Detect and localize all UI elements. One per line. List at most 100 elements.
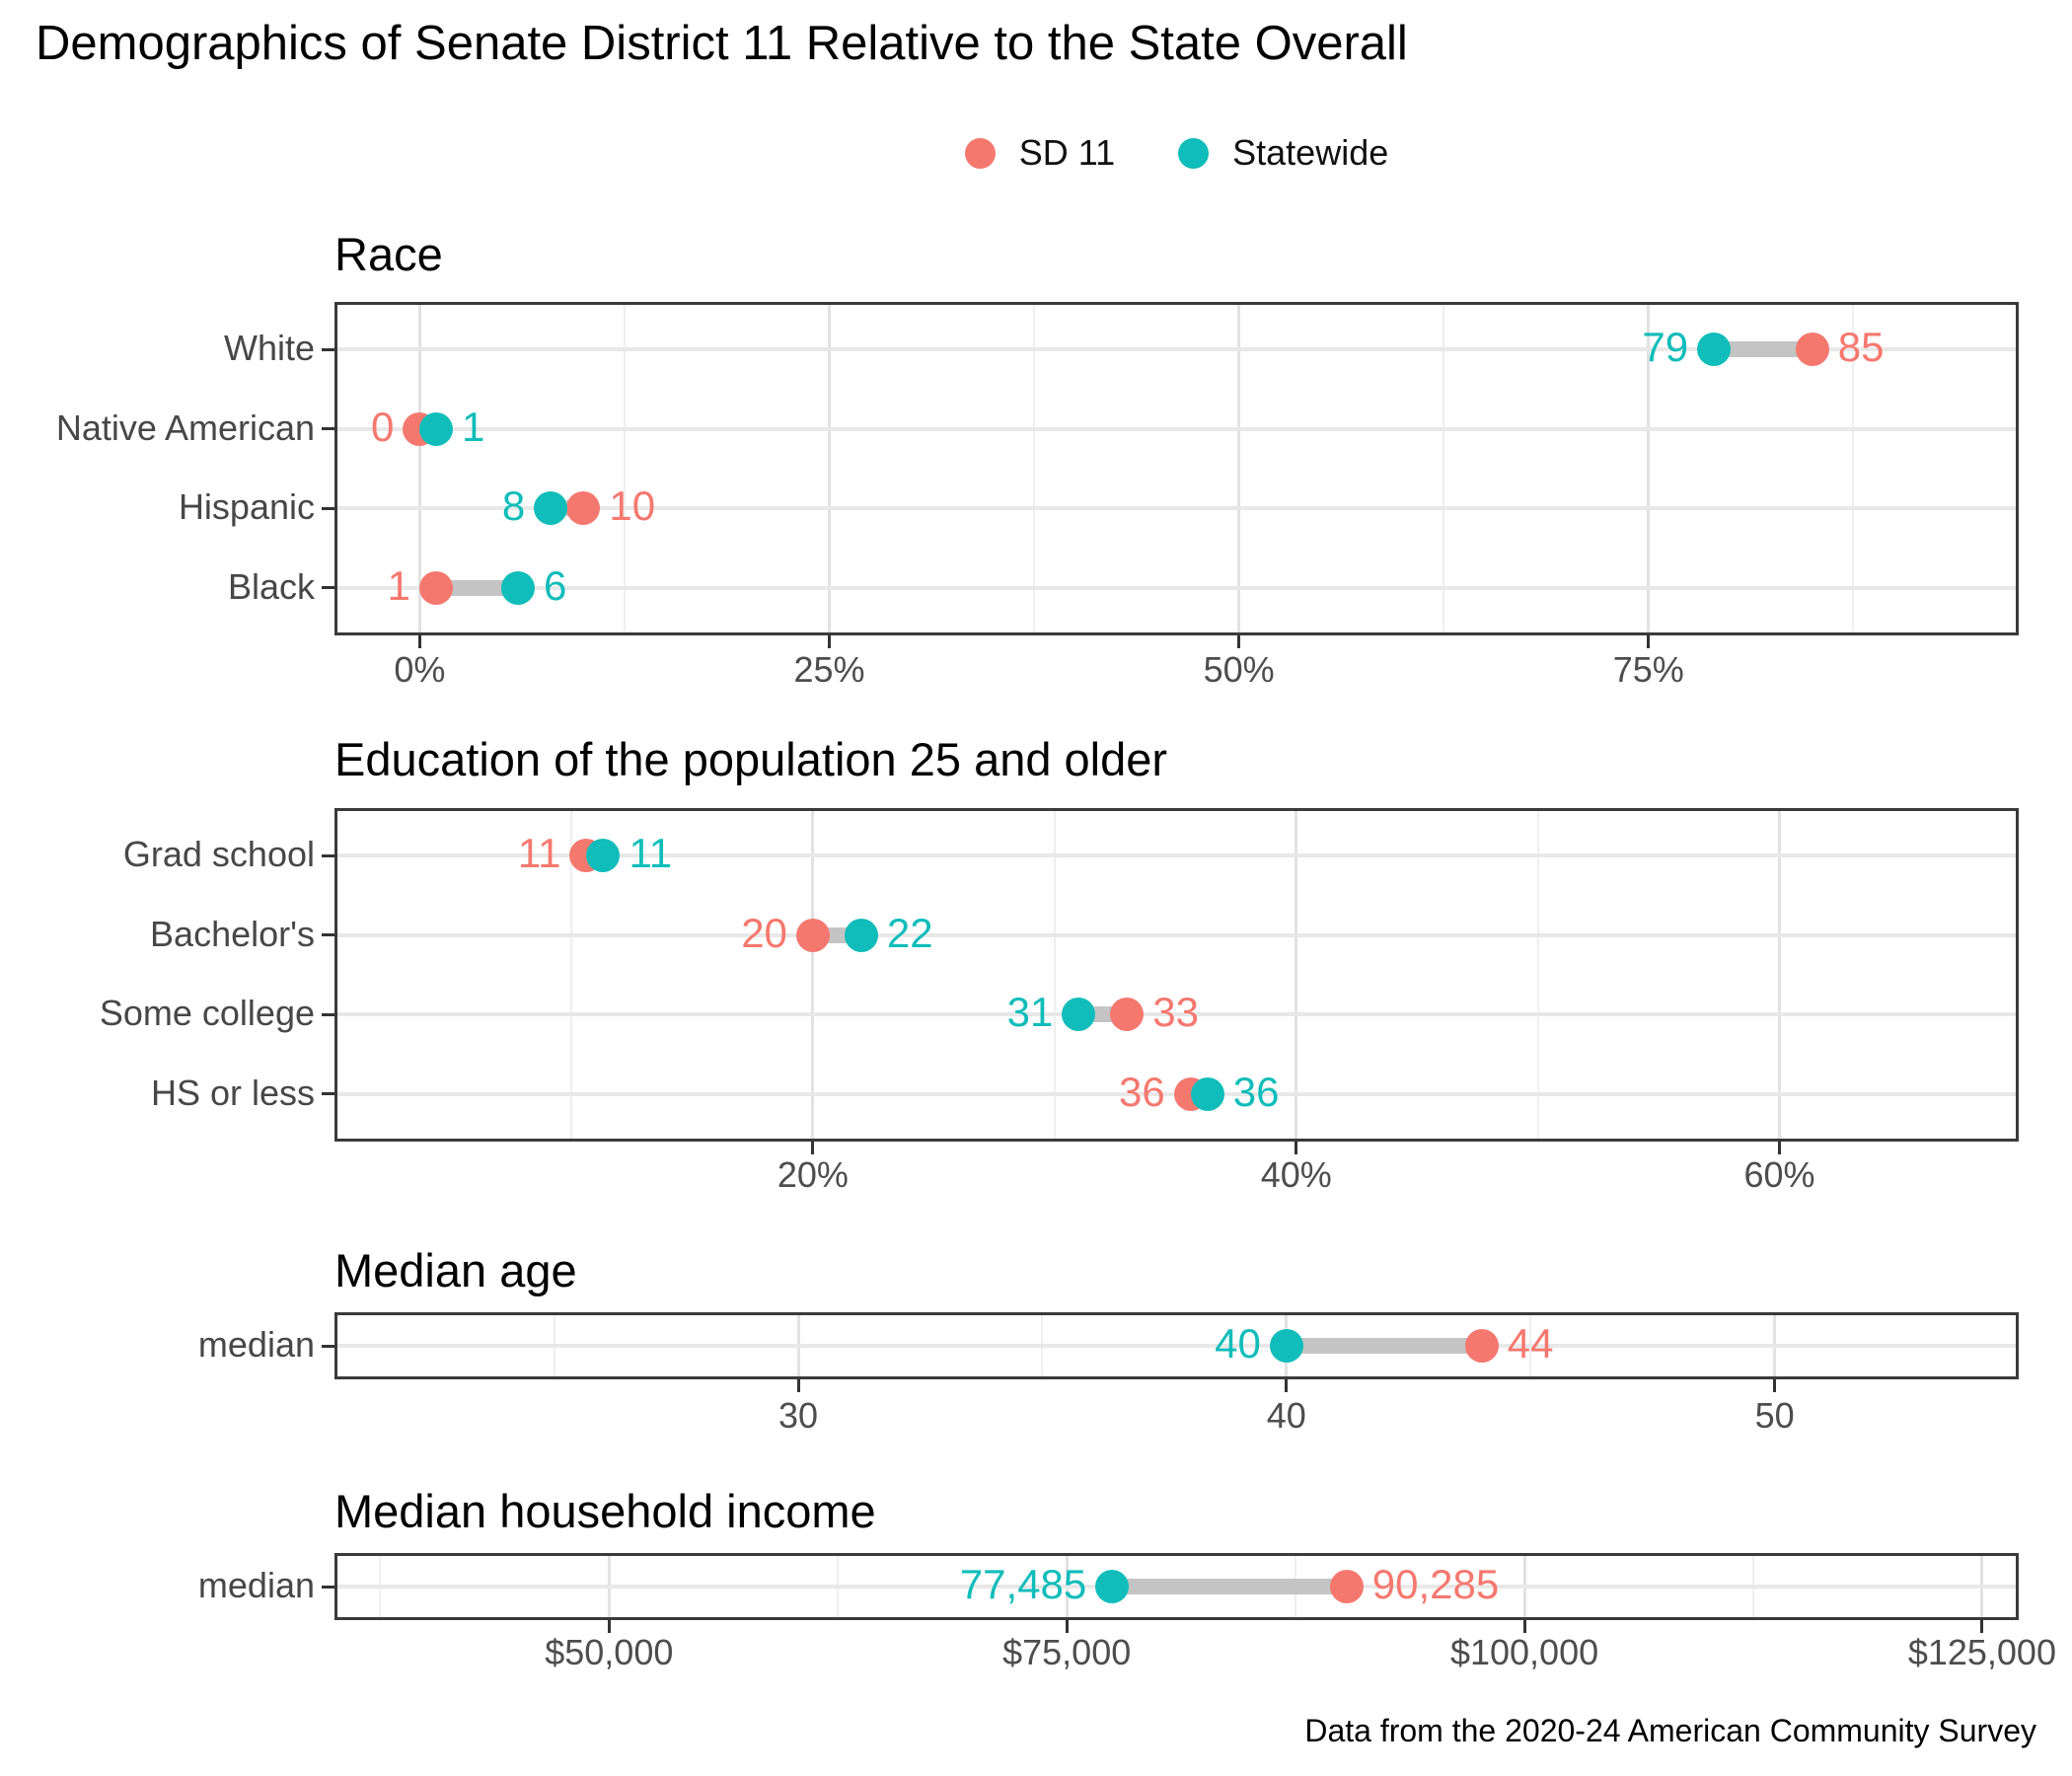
value-label-sd11: 36 xyxy=(1119,1068,1165,1115)
value-label-statewide: 8 xyxy=(501,482,526,530)
x-axis-tick-label: $100,000 xyxy=(1449,1632,1599,1672)
dot-statewide xyxy=(586,839,621,873)
x-axis-tick xyxy=(1773,1379,1777,1392)
value-label-sd11: 33 xyxy=(1152,989,1199,1036)
dot-sd11 xyxy=(566,491,601,526)
row-gridline xyxy=(334,585,2019,590)
category-label: Bachelor's xyxy=(150,913,315,954)
y-axis-tick xyxy=(322,1012,334,1016)
grid-minor-line xyxy=(1053,808,1056,1142)
dot-statewide xyxy=(1190,1076,1224,1111)
dot-statewide xyxy=(1095,1570,1130,1603)
x-axis-tick xyxy=(796,1379,800,1392)
legend-dot-sd11-icon xyxy=(964,137,996,169)
x-axis-tick xyxy=(1237,635,1241,648)
row-gridline xyxy=(334,1344,2019,1348)
y-axis-tick xyxy=(322,933,334,937)
grid-minor-line xyxy=(1443,302,1445,635)
x-axis-tick-label: $125,000 xyxy=(1907,1632,2056,1672)
dot-statewide xyxy=(500,570,535,605)
y-axis-tick xyxy=(322,1092,334,1096)
x-axis-tick-label: $50,000 xyxy=(545,1632,674,1672)
x-axis-tick xyxy=(607,1620,611,1633)
x-axis-tick-label: 40% xyxy=(1260,1154,1332,1195)
x-axis-tick xyxy=(827,635,831,648)
category-label: Native American xyxy=(55,407,315,448)
x-axis-tick-label: 40 xyxy=(1266,1395,1306,1436)
value-label-statewide: 77,485 xyxy=(959,1561,1087,1608)
dot-statewide xyxy=(1697,333,1732,367)
value-label-statewide: 1 xyxy=(461,403,485,450)
x-axis-tick xyxy=(1295,1142,1298,1154)
value-label-statewide: 40 xyxy=(1215,1320,1261,1368)
dot-sd11 xyxy=(418,570,453,605)
x-axis-tick xyxy=(1065,1620,1069,1633)
dot-statewide xyxy=(844,918,878,952)
dot-statewide xyxy=(1269,1329,1303,1363)
dot-sd11 xyxy=(1464,1329,1499,1363)
grid-minor-line xyxy=(570,808,572,1142)
category-label: Hispanic xyxy=(178,486,315,528)
value-label-statewide: 79 xyxy=(1642,324,1689,371)
x-axis-tick xyxy=(811,1142,815,1154)
category-label: Grad school xyxy=(122,834,315,875)
section-header-median-income: Median household income xyxy=(334,1485,876,1537)
value-label-statewide: 31 xyxy=(1006,989,1054,1036)
row-gridline xyxy=(334,1012,2019,1017)
x-axis-tick xyxy=(417,635,421,648)
value-label-statewide: 22 xyxy=(886,909,933,956)
legend-item-statewide: Statewide xyxy=(1178,132,1388,174)
x-axis-tick-label: 20% xyxy=(777,1154,849,1195)
dot-statewide xyxy=(418,411,453,446)
x-axis-tick-label: 60% xyxy=(1743,1154,1815,1195)
grid-major-line xyxy=(827,302,831,635)
x-axis-tick-label: 0% xyxy=(394,649,446,690)
value-label-sd11: 20 xyxy=(741,909,787,956)
dumbbell-segment xyxy=(1286,1338,1482,1354)
grid-minor-line xyxy=(1033,302,1036,635)
value-label-sd11: 0 xyxy=(370,403,395,450)
x-axis-tick-label: 50 xyxy=(1754,1395,1795,1436)
x-axis-tick-label: $75,000 xyxy=(1002,1632,1132,1672)
dumbbell-segment xyxy=(435,579,518,596)
value-label-sd11: 44 xyxy=(1507,1320,1554,1368)
grid-major-line xyxy=(1778,808,1782,1142)
legend-dot-statewide-icon xyxy=(1178,137,1210,169)
y-axis-tick xyxy=(322,1585,334,1589)
category-label: Some college xyxy=(99,993,315,1034)
dot-statewide xyxy=(534,491,568,526)
dumbbell-segment xyxy=(1714,341,1813,358)
section-header-median-age: Median age xyxy=(334,1244,577,1296)
row-gridline xyxy=(334,426,2019,431)
x-axis-tick-label: 50% xyxy=(1203,649,1275,690)
category-label: median xyxy=(197,1324,315,1366)
section-header-race: Race xyxy=(334,228,443,280)
x-axis-tick xyxy=(1778,1142,1782,1154)
grid-major-line xyxy=(1647,302,1651,635)
x-axis-tick-label: 25% xyxy=(793,649,865,690)
section-header-education: Education of the population 25 and older xyxy=(334,733,1168,785)
value-label-sd11: 11 xyxy=(517,830,561,877)
category-label: median xyxy=(197,1565,315,1606)
x-axis-tick-label: 30 xyxy=(778,1395,819,1436)
category-label: Black xyxy=(227,565,315,607)
row-gridline xyxy=(334,347,2019,352)
dot-sd11 xyxy=(1110,998,1145,1032)
grid-major-line xyxy=(811,808,815,1142)
row-gridline xyxy=(334,932,2019,937)
grid-major-line xyxy=(1295,808,1298,1142)
value-label-statewide: 11 xyxy=(629,830,673,877)
legend: SD 11 Statewide xyxy=(334,130,2019,176)
dot-sd11 xyxy=(795,918,830,952)
x-axis-tick xyxy=(1980,1620,1984,1633)
grid-major-line xyxy=(1237,302,1241,635)
value-label-sd11: 10 xyxy=(609,482,656,530)
x-axis-tick xyxy=(1285,1379,1289,1392)
legend-label-sd11: SD 11 xyxy=(1018,132,1116,173)
y-axis-tick xyxy=(322,586,334,590)
grid-major-line xyxy=(417,302,421,635)
legend-item-sd11: SD 11 xyxy=(964,132,1116,174)
dumbbell-segment xyxy=(1112,1579,1347,1594)
grid-minor-line xyxy=(1852,302,1855,635)
